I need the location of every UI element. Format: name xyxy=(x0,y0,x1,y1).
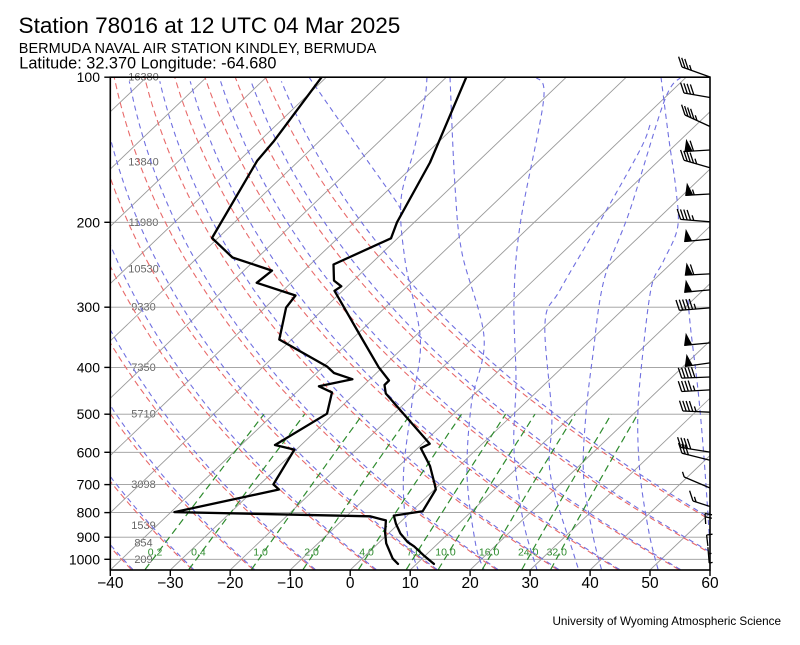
svg-text:−30: −30 xyxy=(157,575,184,592)
svg-text:209: 209 xyxy=(134,554,152,566)
svg-text:−20: −20 xyxy=(217,575,244,592)
svg-text:50: 50 xyxy=(641,575,659,592)
svg-text:5710: 5710 xyxy=(131,409,155,421)
svg-text:Latitude: 32.370 Longitude: -6: Latitude: 32.370 Longitude: -64.680 xyxy=(19,54,276,72)
svg-text:10: 10 xyxy=(402,575,420,592)
svg-text:600: 600 xyxy=(77,444,101,460)
svg-text:100: 100 xyxy=(77,69,101,85)
svg-text:10530: 10530 xyxy=(128,264,159,276)
svg-text:−10: −10 xyxy=(277,575,304,592)
svg-text:1000: 1000 xyxy=(69,551,100,567)
svg-text:3098: 3098 xyxy=(131,479,155,491)
svg-text:−40: −40 xyxy=(97,575,124,592)
svg-text:20: 20 xyxy=(461,575,479,592)
svg-text:University of Wyoming Atmosphe: University of Wyoming Atmospheric Scienc… xyxy=(552,615,781,628)
svg-text:13840: 13840 xyxy=(128,157,159,169)
svg-text:9330: 9330 xyxy=(131,302,155,314)
svg-text:854: 854 xyxy=(134,538,152,550)
svg-text:4.0: 4.0 xyxy=(359,547,374,559)
svg-text:400: 400 xyxy=(77,359,101,375)
svg-text:7350: 7350 xyxy=(131,362,155,374)
svg-text:2.0: 2.0 xyxy=(304,547,319,559)
svg-text:30: 30 xyxy=(521,575,539,592)
svg-text:60: 60 xyxy=(701,575,719,592)
svg-text:32.0: 32.0 xyxy=(547,547,568,559)
svg-text:Station 78016 at 12 UTC 04 Mar: Station 78016 at 12 UTC 04 Mar 2025 xyxy=(19,13,401,38)
svg-text:11980: 11980 xyxy=(129,217,159,229)
svg-text:0: 0 xyxy=(346,575,355,592)
svg-text:200: 200 xyxy=(77,214,101,230)
svg-text:24.0: 24.0 xyxy=(518,547,539,559)
svg-text:800: 800 xyxy=(77,505,101,521)
svg-text:700: 700 xyxy=(77,477,101,493)
svg-text:1.0: 1.0 xyxy=(253,547,268,559)
svg-text:0.4: 0.4 xyxy=(191,547,206,559)
svg-text:300: 300 xyxy=(77,299,101,315)
svg-text:500: 500 xyxy=(77,406,101,422)
svg-text:40: 40 xyxy=(581,575,599,592)
svg-text:BERMUDA NAVAL AIR STATION KIND: BERMUDA NAVAL AIR STATION KINDLEY, BERMU… xyxy=(19,41,377,57)
svg-text:1539: 1539 xyxy=(131,520,155,532)
svg-text:900: 900 xyxy=(77,529,101,545)
svg-text:0.2: 0.2 xyxy=(148,547,163,559)
